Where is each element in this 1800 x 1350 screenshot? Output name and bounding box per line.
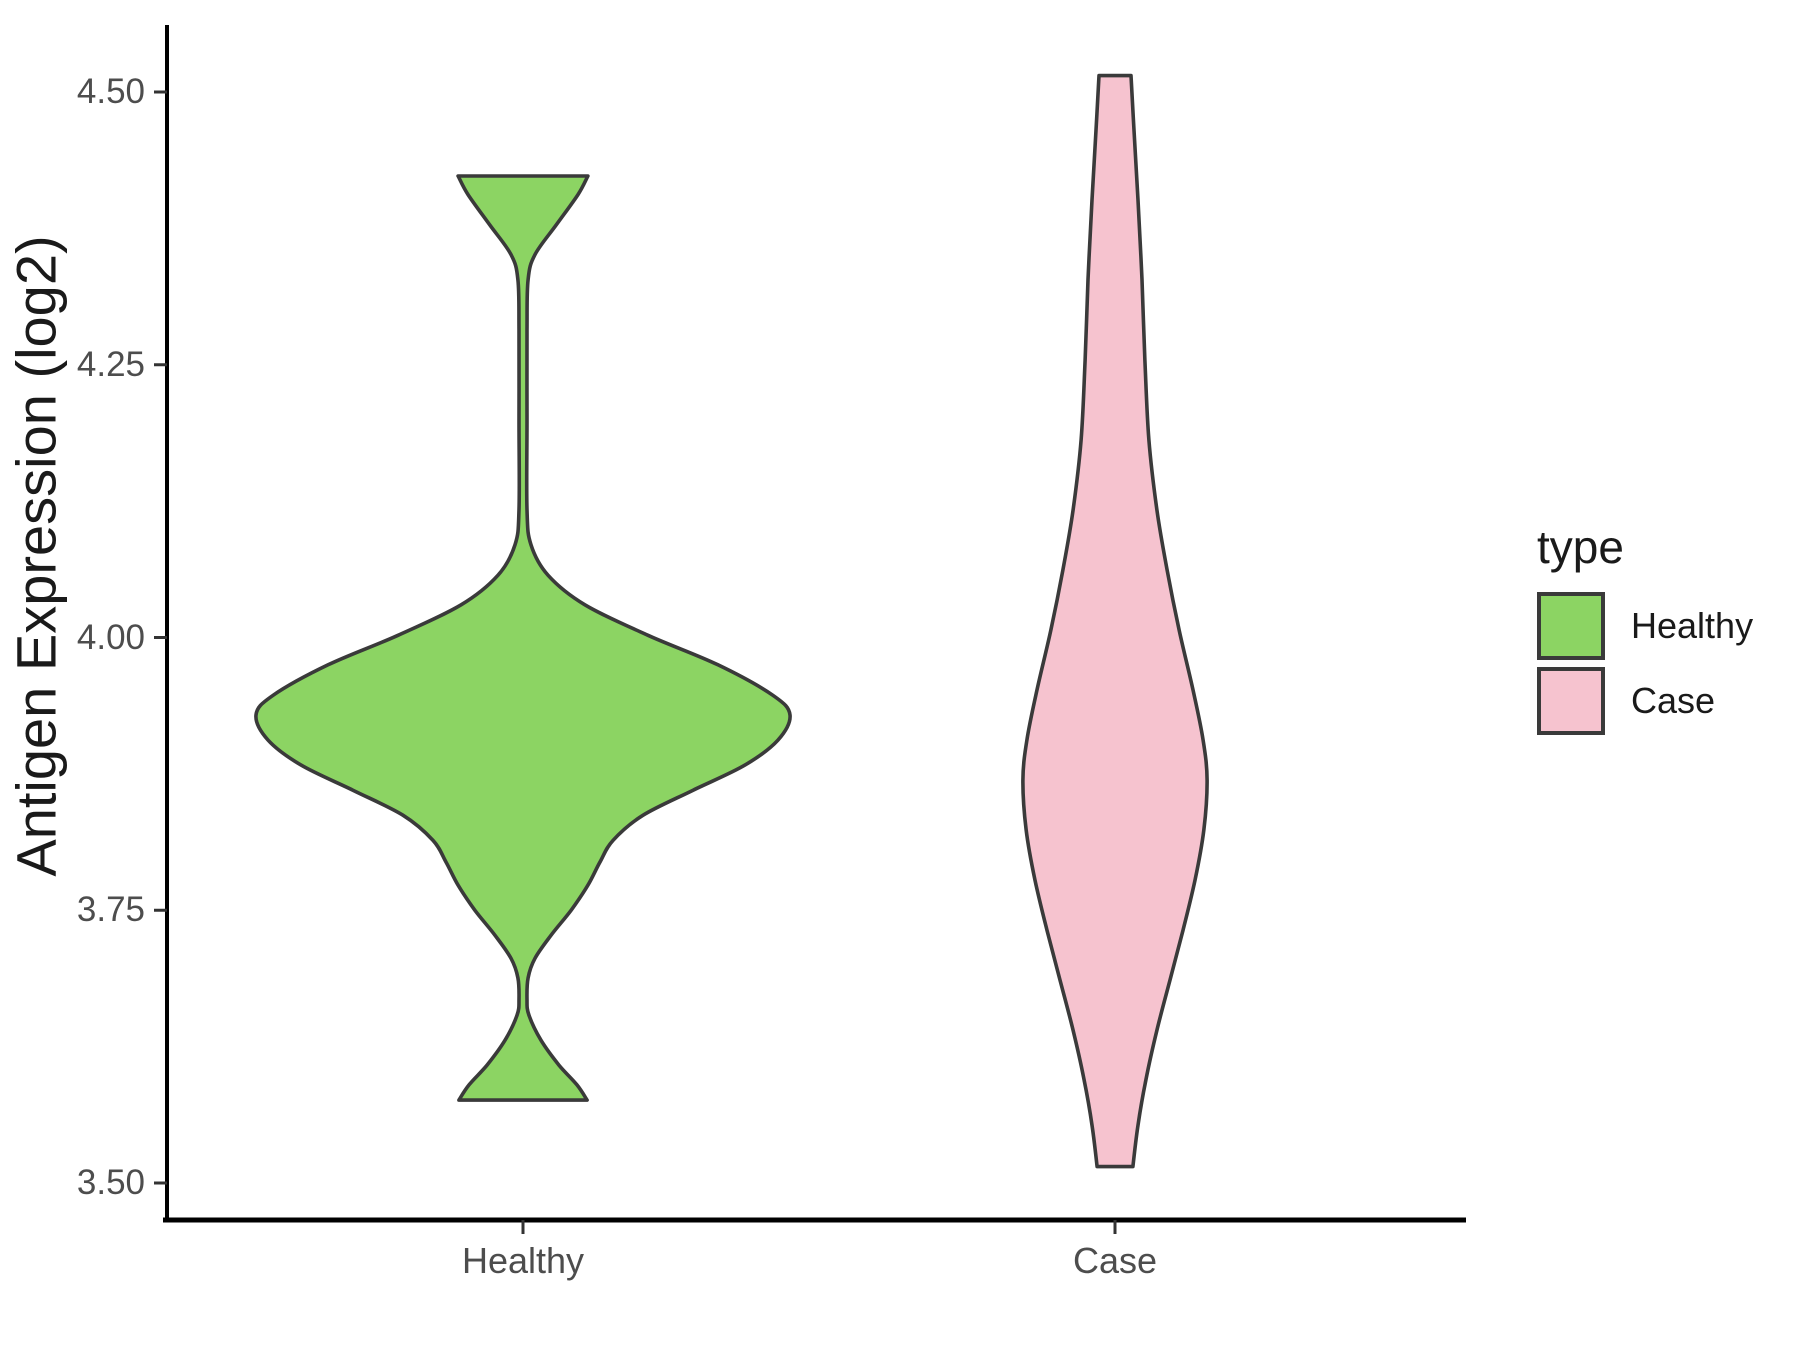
y-tick-label: 4.25	[76, 344, 145, 384]
legend: type Healthy Case	[1537, 520, 1753, 742]
y-tick-label: 4.00	[76, 617, 145, 657]
legend-key-healthy	[1537, 592, 1605, 660]
legend-label-case: Case	[1631, 680, 1716, 721]
x-tick-label-healthy: Healthy	[461, 1240, 585, 1281]
y-tick-label: 3.50	[76, 1163, 145, 1202]
legend-key-case	[1537, 667, 1605, 735]
legend-label-healthy: Healthy	[1631, 605, 1754, 646]
legend-item-case: Case	[1537, 667, 1753, 735]
y-axis-title: Antigen Expression (log2)	[4, 235, 68, 877]
legend-item-healthy: Healthy	[1537, 592, 1753, 660]
violin-healthy	[254, 174, 792, 1102]
y-tick-label: 4.50	[76, 72, 145, 111]
legend-title: type	[1537, 521, 1624, 573]
violin-case	[1021, 73, 1209, 1169]
x-tick-label-case: Case	[1072, 1240, 1158, 1281]
y-tick-label: 3.75	[76, 890, 145, 930]
